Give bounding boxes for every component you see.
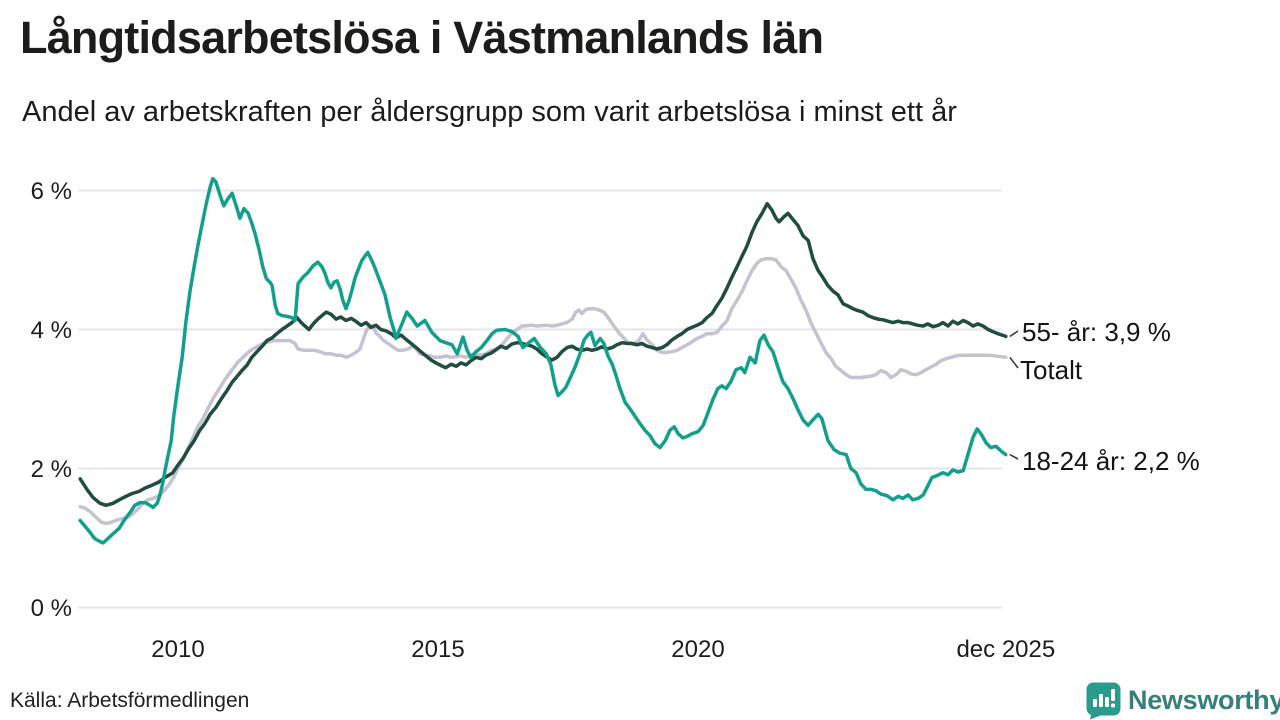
y-axis-tick-label: 4 % xyxy=(31,317,72,344)
label-leader-line xyxy=(1009,453,1019,460)
series-line-0 xyxy=(78,256,1008,526)
series-end-label-18-24: 18-24 år: 2,2 % xyxy=(1022,446,1200,476)
series-end-label-55plus: 55- år: 3,9 % xyxy=(1022,317,1171,347)
x-axis-tick-label: 2010 xyxy=(151,636,204,663)
x-axis-tick-label: 2020 xyxy=(671,636,724,663)
x-axis-tick-label: dec 2025 xyxy=(956,636,1055,663)
series-line-2 xyxy=(78,176,1008,545)
newsworthy-logo: Newsworthy xyxy=(1084,681,1280,720)
page-title: Långtidsarbetslösa i Västmanlands län xyxy=(20,12,824,63)
label-leader-line xyxy=(1009,330,1019,338)
series-end-label-total: Totalt xyxy=(1020,355,1083,385)
source-note: Källa: Arbetsförmedlingen xyxy=(10,689,250,712)
y-axis-tick-label: 2 % xyxy=(31,456,72,483)
label-leader-line xyxy=(1009,356,1019,369)
y-axis-tick-label: 6 % xyxy=(31,178,72,205)
x-axis-tick-label: 2015 xyxy=(411,636,464,663)
newsworthy-chart-bubble-icon xyxy=(1086,682,1121,720)
series-line-1 xyxy=(78,201,1008,508)
y-axis-tick-label: 0 % xyxy=(31,595,72,622)
newsworthy-wordmark: Newsworthy xyxy=(1128,685,1280,715)
page-subtitle: Andel av arbetskraften per åldersgrupp s… xyxy=(22,96,957,128)
